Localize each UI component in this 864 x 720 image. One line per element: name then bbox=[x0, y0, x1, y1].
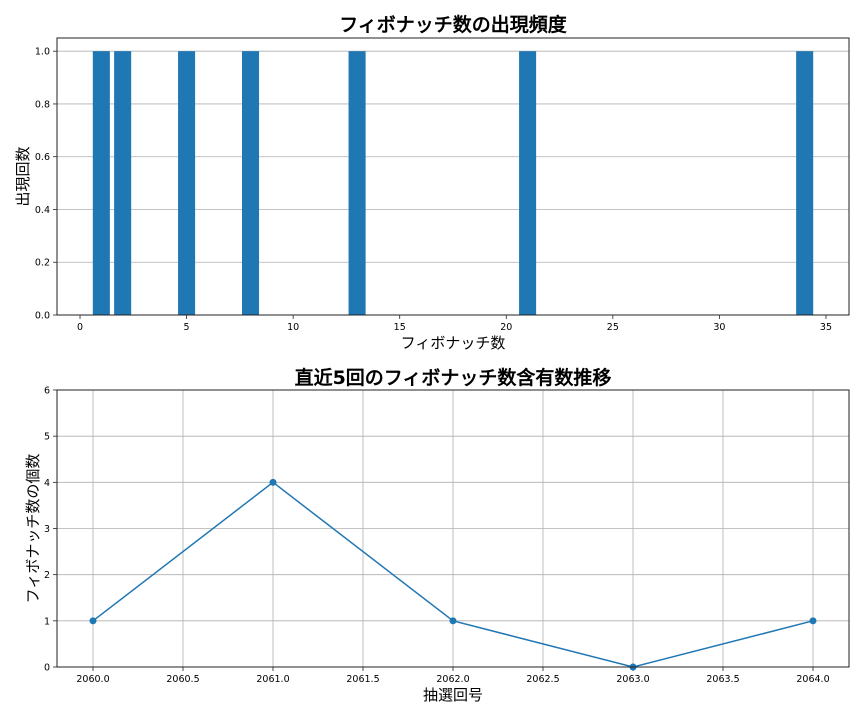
data-point bbox=[89, 617, 97, 625]
y-tick-label: 0.6 bbox=[35, 152, 50, 163]
x-tick-label: 10 bbox=[287, 322, 299, 333]
line-chart: 0 1 2 3 4 5 6 2060.0 2060.5 2061.0 2061.5 2062.0 206… bbox=[24, 386, 850, 704]
x-tick-label: 2060.0 bbox=[76, 674, 109, 685]
y-tick-label: 5 bbox=[44, 432, 50, 443]
x-tick-label: 20 bbox=[500, 322, 512, 333]
x-tick-label: 5 bbox=[184, 322, 190, 333]
x-tick-label: 35 bbox=[820, 322, 832, 333]
axes-frame bbox=[56, 37, 850, 316]
y-tick-label: 0.0 bbox=[35, 311, 50, 322]
x-axis-label: フィボナッチ数 bbox=[401, 334, 506, 352]
x-axis-label: 抽選回号 bbox=[423, 686, 483, 704]
data-point bbox=[449, 617, 457, 625]
y-tick-label: 1 bbox=[44, 616, 50, 627]
x-tick-label: 25 bbox=[607, 322, 619, 333]
y-tick-label: 0.8 bbox=[35, 99, 50, 110]
x-tick-label: 2060.5 bbox=[166, 674, 199, 685]
bar bbox=[92, 51, 110, 315]
bar-chart: 0.0 0.2 0.4 0.6 0.8 1.0 0 5 10 15 20 25 30 35 フィボナッチ数 出… bbox=[14, 37, 850, 352]
bar bbox=[114, 51, 132, 315]
x-tick-label: 2062.0 bbox=[436, 674, 469, 685]
x-tick-label: 15 bbox=[394, 322, 406, 333]
y-tick-label: 1.0 bbox=[35, 47, 50, 58]
bar bbox=[178, 51, 196, 315]
axes-frame bbox=[56, 389, 850, 668]
y-tick-label: 6 bbox=[44, 386, 50, 397]
x-tick-label: 2064.0 bbox=[796, 674, 829, 685]
bar bbox=[241, 51, 260, 315]
bar bbox=[348, 51, 366, 315]
y-tick-label: 3 bbox=[44, 524, 50, 535]
y-tick-label: 4 bbox=[44, 478, 50, 489]
data-point bbox=[269, 478, 277, 486]
y-tick-label: 0 bbox=[44, 663, 50, 674]
line-chart-title: 直近5回のフィボナッチ数含有数推移 bbox=[294, 367, 612, 389]
x-tick-label: 2061.0 bbox=[256, 674, 289, 685]
y-axis-label: 出現回数 bbox=[14, 146, 32, 206]
y-axis-label: フィボナッチ数の個数 bbox=[24, 454, 42, 604]
data-point bbox=[809, 617, 817, 625]
y-tick-label: 2 bbox=[44, 570, 50, 581]
bar bbox=[796, 51, 814, 315]
bar-chart-title: フィボナッチ数の出現頻度 bbox=[339, 14, 567, 36]
x-tick-label: 2063.0 bbox=[616, 674, 649, 685]
bar bbox=[519, 51, 537, 315]
x-tick-label: 2063.5 bbox=[706, 674, 739, 685]
y-tick-label: 0.2 bbox=[35, 258, 50, 269]
x-tick-label: 0 bbox=[77, 322, 83, 333]
x-tick-label: 2062.5 bbox=[526, 674, 559, 685]
x-tick-label: 2061.5 bbox=[346, 674, 379, 685]
y-tick-label: 0.4 bbox=[35, 205, 50, 216]
x-tick-label: 30 bbox=[713, 322, 725, 333]
